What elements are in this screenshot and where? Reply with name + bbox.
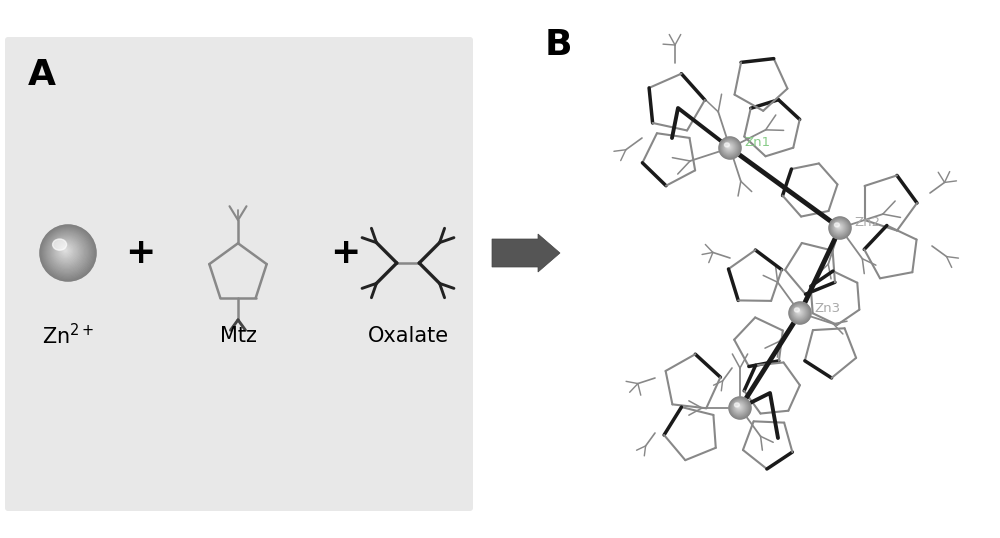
Circle shape bbox=[798, 311, 800, 313]
Circle shape bbox=[43, 228, 92, 277]
Circle shape bbox=[44, 229, 91, 276]
Circle shape bbox=[41, 226, 95, 280]
Circle shape bbox=[731, 399, 749, 417]
Circle shape bbox=[794, 307, 805, 318]
FancyBboxPatch shape bbox=[5, 37, 473, 511]
Circle shape bbox=[835, 223, 844, 232]
Circle shape bbox=[736, 404, 742, 410]
Circle shape bbox=[61, 246, 70, 255]
Circle shape bbox=[724, 142, 735, 153]
Circle shape bbox=[47, 232, 87, 272]
Circle shape bbox=[833, 221, 846, 234]
Circle shape bbox=[834, 222, 845, 233]
Text: B: B bbox=[545, 28, 572, 62]
Circle shape bbox=[57, 242, 75, 260]
FancyArrow shape bbox=[492, 234, 560, 272]
Circle shape bbox=[737, 405, 741, 409]
Circle shape bbox=[831, 220, 848, 236]
Circle shape bbox=[62, 247, 69, 254]
Circle shape bbox=[55, 240, 78, 263]
Text: +: + bbox=[330, 236, 360, 270]
Circle shape bbox=[60, 245, 71, 257]
Circle shape bbox=[726, 144, 732, 150]
Ellipse shape bbox=[734, 403, 739, 407]
Circle shape bbox=[51, 236, 82, 267]
Circle shape bbox=[42, 227, 94, 279]
Circle shape bbox=[721, 139, 739, 157]
Circle shape bbox=[831, 218, 849, 237]
Circle shape bbox=[829, 217, 851, 239]
Circle shape bbox=[54, 239, 79, 264]
Circle shape bbox=[835, 223, 843, 231]
Circle shape bbox=[735, 404, 743, 411]
Circle shape bbox=[58, 243, 74, 259]
Text: Oxalate: Oxalate bbox=[367, 326, 449, 346]
Text: Zn$^{2+}$: Zn$^{2+}$ bbox=[42, 323, 94, 349]
Circle shape bbox=[50, 235, 84, 268]
Text: A: A bbox=[28, 58, 56, 92]
Circle shape bbox=[40, 225, 96, 281]
Circle shape bbox=[793, 306, 806, 319]
Circle shape bbox=[796, 309, 802, 315]
Ellipse shape bbox=[53, 239, 67, 250]
Circle shape bbox=[791, 305, 808, 321]
Circle shape bbox=[40, 225, 96, 281]
Circle shape bbox=[829, 217, 851, 239]
Circle shape bbox=[797, 310, 801, 314]
Circle shape bbox=[734, 402, 745, 413]
Circle shape bbox=[725, 144, 733, 151]
Circle shape bbox=[738, 406, 740, 408]
Circle shape bbox=[725, 143, 734, 152]
Circle shape bbox=[53, 238, 80, 265]
Ellipse shape bbox=[834, 223, 839, 227]
Circle shape bbox=[732, 400, 747, 415]
Circle shape bbox=[830, 218, 850, 238]
Circle shape bbox=[722, 140, 737, 155]
Circle shape bbox=[719, 137, 741, 159]
Ellipse shape bbox=[724, 143, 729, 147]
Circle shape bbox=[795, 308, 803, 316]
Circle shape bbox=[49, 234, 85, 270]
Circle shape bbox=[727, 145, 731, 148]
Circle shape bbox=[729, 397, 751, 419]
Circle shape bbox=[45, 230, 90, 275]
Text: +: + bbox=[125, 236, 155, 270]
Circle shape bbox=[792, 305, 807, 320]
Text: Zn2: Zn2 bbox=[854, 216, 880, 230]
Circle shape bbox=[836, 224, 842, 230]
Text: Mtz: Mtz bbox=[220, 326, 256, 346]
Circle shape bbox=[832, 220, 847, 235]
Circle shape bbox=[733, 401, 746, 414]
Circle shape bbox=[837, 225, 841, 229]
Circle shape bbox=[721, 139, 738, 156]
Circle shape bbox=[64, 249, 66, 251]
Circle shape bbox=[56, 241, 76, 261]
Circle shape bbox=[790, 303, 810, 323]
Circle shape bbox=[735, 402, 744, 412]
Circle shape bbox=[46, 231, 89, 274]
Circle shape bbox=[723, 141, 736, 154]
Circle shape bbox=[730, 398, 750, 418]
Ellipse shape bbox=[794, 308, 799, 312]
Circle shape bbox=[52, 237, 81, 266]
Circle shape bbox=[728, 146, 730, 148]
Circle shape bbox=[838, 226, 840, 228]
Circle shape bbox=[795, 308, 804, 317]
Circle shape bbox=[719, 137, 741, 159]
Circle shape bbox=[729, 397, 751, 419]
Circle shape bbox=[63, 248, 68, 253]
Circle shape bbox=[59, 244, 73, 258]
Text: Zn1: Zn1 bbox=[744, 137, 770, 150]
Circle shape bbox=[789, 302, 811, 324]
Text: Zn3: Zn3 bbox=[814, 301, 840, 315]
Circle shape bbox=[791, 303, 809, 322]
Circle shape bbox=[720, 138, 740, 158]
Circle shape bbox=[789, 302, 811, 324]
Circle shape bbox=[731, 399, 748, 416]
Circle shape bbox=[48, 233, 86, 271]
